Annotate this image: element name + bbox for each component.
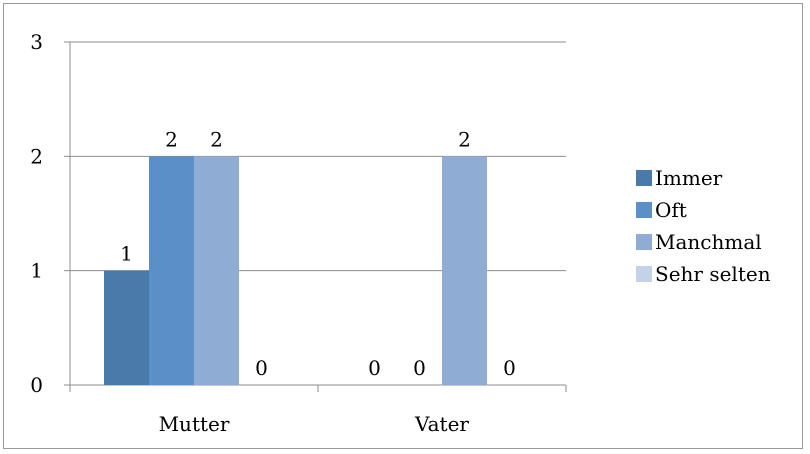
data-label: 0: [413, 356, 426, 380]
bar: [104, 270, 149, 385]
legend-swatch: [636, 266, 652, 282]
data-label: 0: [255, 356, 268, 380]
bar: [442, 156, 487, 385]
legend-label: Immer: [655, 166, 723, 190]
y-tick-label: 1: [30, 259, 43, 283]
y-tick-label: 0: [30, 373, 43, 397]
data-label: 1: [120, 242, 133, 266]
bar: [149, 156, 194, 385]
data-label: 2: [165, 127, 178, 151]
y-tick-label: 3: [30, 30, 43, 54]
x-tick-label: Vater: [414, 412, 469, 436]
y-tick-label: 2: [30, 144, 43, 168]
x-tick-label: Mutter: [159, 412, 230, 436]
legend-label: Oft: [655, 198, 687, 222]
legend-swatch: [636, 234, 652, 250]
data-label: 2: [210, 127, 223, 151]
bar: [194, 156, 239, 385]
data-label: 0: [368, 356, 381, 380]
legend-swatch: [636, 202, 652, 218]
legend-label: Manchmal: [655, 230, 762, 254]
data-label: 0: [503, 356, 516, 380]
data-label: 2: [458, 127, 471, 151]
legend-label: Sehr selten: [655, 262, 771, 286]
legend-swatch: [636, 170, 652, 186]
